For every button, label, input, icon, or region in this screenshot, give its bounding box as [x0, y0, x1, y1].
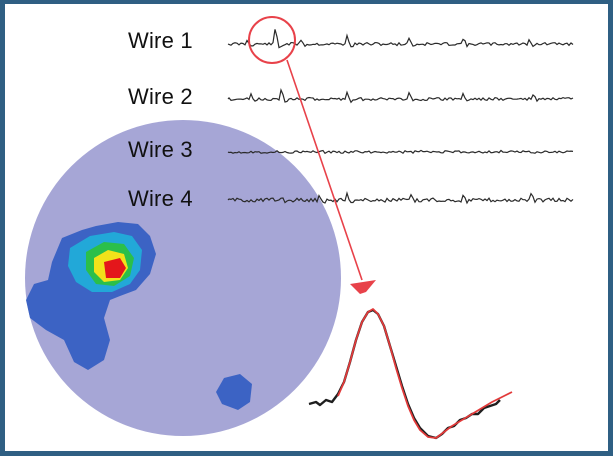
wire-1-label: Wire 1 — [128, 28, 193, 53]
waveform-mean — [337, 308, 513, 439]
wire-3-trace — [227, 149, 574, 155]
spike-waveform — [308, 308, 513, 440]
wire-4-label: Wire 4 — [128, 186, 193, 211]
place-field-heatmap — [26, 222, 252, 410]
pointer-arrow-line — [286, 59, 363, 281]
field-peak-region — [104, 258, 126, 278]
wire-2-label: Wire 2 — [128, 84, 193, 109]
pointer-arrowhead — [350, 280, 376, 294]
waveform-samples — [308, 308, 501, 440]
wire-4-trace — [227, 191, 574, 205]
wire-3-label: Wire 3 — [128, 137, 193, 162]
wire-2-trace — [227, 88, 574, 104]
wire-1-trace — [227, 29, 574, 49]
wire-traces — [227, 29, 574, 205]
field-low-spot — [216, 374, 252, 410]
spike-highlight-circle — [248, 16, 296, 64]
